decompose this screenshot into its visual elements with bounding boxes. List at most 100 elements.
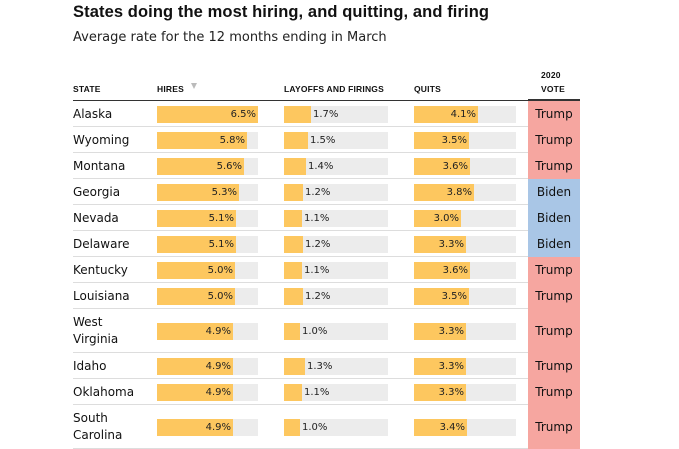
header-layoffs[interactable]: LAYOFFS AND FIRINGS bbox=[284, 84, 384, 94]
hires-bar-track: 4.9% bbox=[157, 322, 258, 340]
quits-bar-track: 3.5% bbox=[414, 131, 516, 149]
quits-bar bbox=[414, 157, 470, 175]
table-row: Alaska 6.5% 1.7% 4.1% Trump bbox=[73, 101, 580, 127]
hires-value-label: 5.1% bbox=[208, 238, 234, 250]
table-row: Georgia 5.3% 1.2% 3.8% Biden bbox=[73, 179, 580, 205]
header-state[interactable]: STATE bbox=[73, 84, 101, 94]
quits-bar-track: 3.3% bbox=[414, 322, 516, 340]
vote-cell: Trump bbox=[528, 283, 580, 309]
state-name: Georgia bbox=[73, 184, 121, 199]
layoffs-bar-track: 1.0% bbox=[284, 322, 388, 340]
table-row: West Virginia 4.9% 1.0% 3.3% Trump bbox=[73, 309, 580, 353]
quits-value-label: 3.0% bbox=[433, 212, 459, 224]
table-row: South Carolina 4.9% 1.0% 3.4% Trump bbox=[73, 405, 580, 449]
quits-value-label: 3.6% bbox=[442, 160, 468, 172]
header-hires[interactable]: HIRES bbox=[157, 84, 184, 94]
hires-value-label: 5.6% bbox=[216, 160, 242, 172]
quits-bar bbox=[414, 209, 461, 227]
chart-subtitle: Average rate for the 12 months ending in… bbox=[73, 30, 387, 45]
vote-cell: Trump bbox=[528, 153, 580, 179]
hires-bar bbox=[157, 418, 233, 436]
layoffs-value-label: 1.2% bbox=[305, 238, 331, 250]
layoffs-bar-track: 1.1% bbox=[284, 209, 388, 227]
quits-bar bbox=[414, 418, 467, 436]
quits-bar-track: 3.5% bbox=[414, 287, 516, 305]
hires-value-label: 4.9% bbox=[205, 360, 231, 372]
hires-bar bbox=[157, 183, 239, 201]
vote-cell: Trump bbox=[528, 405, 580, 449]
vote-cell: Trump bbox=[528, 101, 580, 127]
header-quits[interactable]: QUITS bbox=[414, 84, 441, 94]
table-row: Montana 5.6% 1.4% 3.6% Trump bbox=[73, 153, 580, 179]
layoffs-bar bbox=[284, 209, 302, 227]
layoffs-value-label: 1.1% bbox=[304, 264, 330, 276]
hires-bar bbox=[157, 383, 233, 401]
quits-bar-track: 3.4% bbox=[414, 418, 516, 436]
row-divider bbox=[73, 126, 528, 127]
hires-bar bbox=[157, 209, 236, 227]
quits-bar-track: 3.0% bbox=[414, 209, 516, 227]
layoffs-bar-track: 1.2% bbox=[284, 183, 388, 201]
vote-cell: Trump bbox=[528, 127, 580, 153]
hires-value-label: 5.3% bbox=[211, 186, 237, 198]
layoffs-bar bbox=[284, 357, 305, 375]
layoffs-bar bbox=[284, 131, 308, 149]
layoffs-bar bbox=[284, 383, 302, 401]
quits-bar-track: 3.6% bbox=[414, 261, 516, 279]
layoffs-value-label: 1.3% bbox=[307, 360, 333, 372]
vote-cell: Trump bbox=[528, 379, 580, 405]
layoffs-value-label: 1.2% bbox=[305, 290, 331, 302]
row-divider bbox=[73, 230, 528, 231]
table-row: Oklahoma 4.9% 1.1% 3.3% Trump bbox=[73, 379, 580, 405]
hires-value-label: 5.0% bbox=[207, 290, 233, 302]
row-divider bbox=[73, 308, 528, 309]
quits-value-label: 3.5% bbox=[441, 290, 467, 302]
hires-bar-track: 4.9% bbox=[157, 357, 258, 375]
quits-bar-track: 3.6% bbox=[414, 157, 516, 175]
layoffs-value-label: 1.0% bbox=[302, 325, 328, 337]
layoffs-bar-track: 1.4% bbox=[284, 157, 388, 175]
hires-bar-track: 5.1% bbox=[157, 209, 258, 227]
table-row: Kentucky 5.0% 1.1% 3.6% Trump bbox=[73, 257, 580, 283]
state-name: Montana bbox=[73, 158, 126, 173]
hires-value-label: 4.9% bbox=[205, 325, 231, 337]
hires-bar-track: 4.9% bbox=[157, 383, 258, 401]
sort-down-icon[interactable] bbox=[191, 83, 197, 89]
layoffs-bar bbox=[284, 235, 303, 253]
quits-bar bbox=[414, 287, 469, 305]
table-row: Nevada 5.1% 1.1% 3.0% Biden bbox=[73, 205, 580, 231]
quits-bar-track: 3.3% bbox=[414, 357, 516, 375]
header-vote-label[interactable]: VOTE bbox=[541, 84, 565, 94]
hires-bar bbox=[157, 105, 258, 123]
quits-bar-track: 3.8% bbox=[414, 183, 516, 201]
table-row: Louisiana 5.0% 1.2% 3.5% Trump bbox=[73, 283, 580, 309]
quits-bar-track: 4.1% bbox=[414, 105, 516, 123]
quits-bar bbox=[414, 357, 466, 375]
chart-title: States doing the most hiring, and quitti… bbox=[73, 3, 490, 21]
quits-bar bbox=[414, 183, 474, 201]
hires-bar-track: 5.0% bbox=[157, 261, 258, 279]
row-divider bbox=[73, 256, 528, 257]
state-name: Oklahoma bbox=[73, 384, 135, 399]
hires-value-label: 6.5% bbox=[230, 108, 256, 120]
vote-cell: Biden bbox=[528, 205, 580, 231]
hires-bar-track: 5.1% bbox=[157, 235, 258, 253]
row-divider bbox=[73, 378, 528, 379]
vote-cell: Trump bbox=[528, 257, 580, 283]
quits-value-label: 4.1% bbox=[450, 108, 476, 120]
header-vote-year[interactable]: 2020 bbox=[541, 70, 561, 80]
quits-value-label: 3.8% bbox=[446, 186, 472, 198]
hires-bar-track: 5.8% bbox=[157, 131, 258, 149]
row-divider bbox=[73, 352, 528, 353]
vote-cell: Trump bbox=[528, 353, 580, 379]
state-name: Nevada bbox=[73, 210, 119, 225]
vote-header-divider bbox=[528, 99, 580, 101]
state-name: South Carolina bbox=[73, 411, 123, 442]
state-name: West Virginia bbox=[73, 315, 119, 346]
quits-value-label: 3.5% bbox=[441, 134, 467, 146]
layoffs-bar bbox=[284, 105, 311, 123]
layoffs-value-label: 1.2% bbox=[305, 186, 331, 198]
quits-value-label: 3.3% bbox=[438, 360, 464, 372]
layoffs-value-label: 1.4% bbox=[308, 160, 334, 172]
vote-cell: Trump bbox=[528, 309, 580, 353]
